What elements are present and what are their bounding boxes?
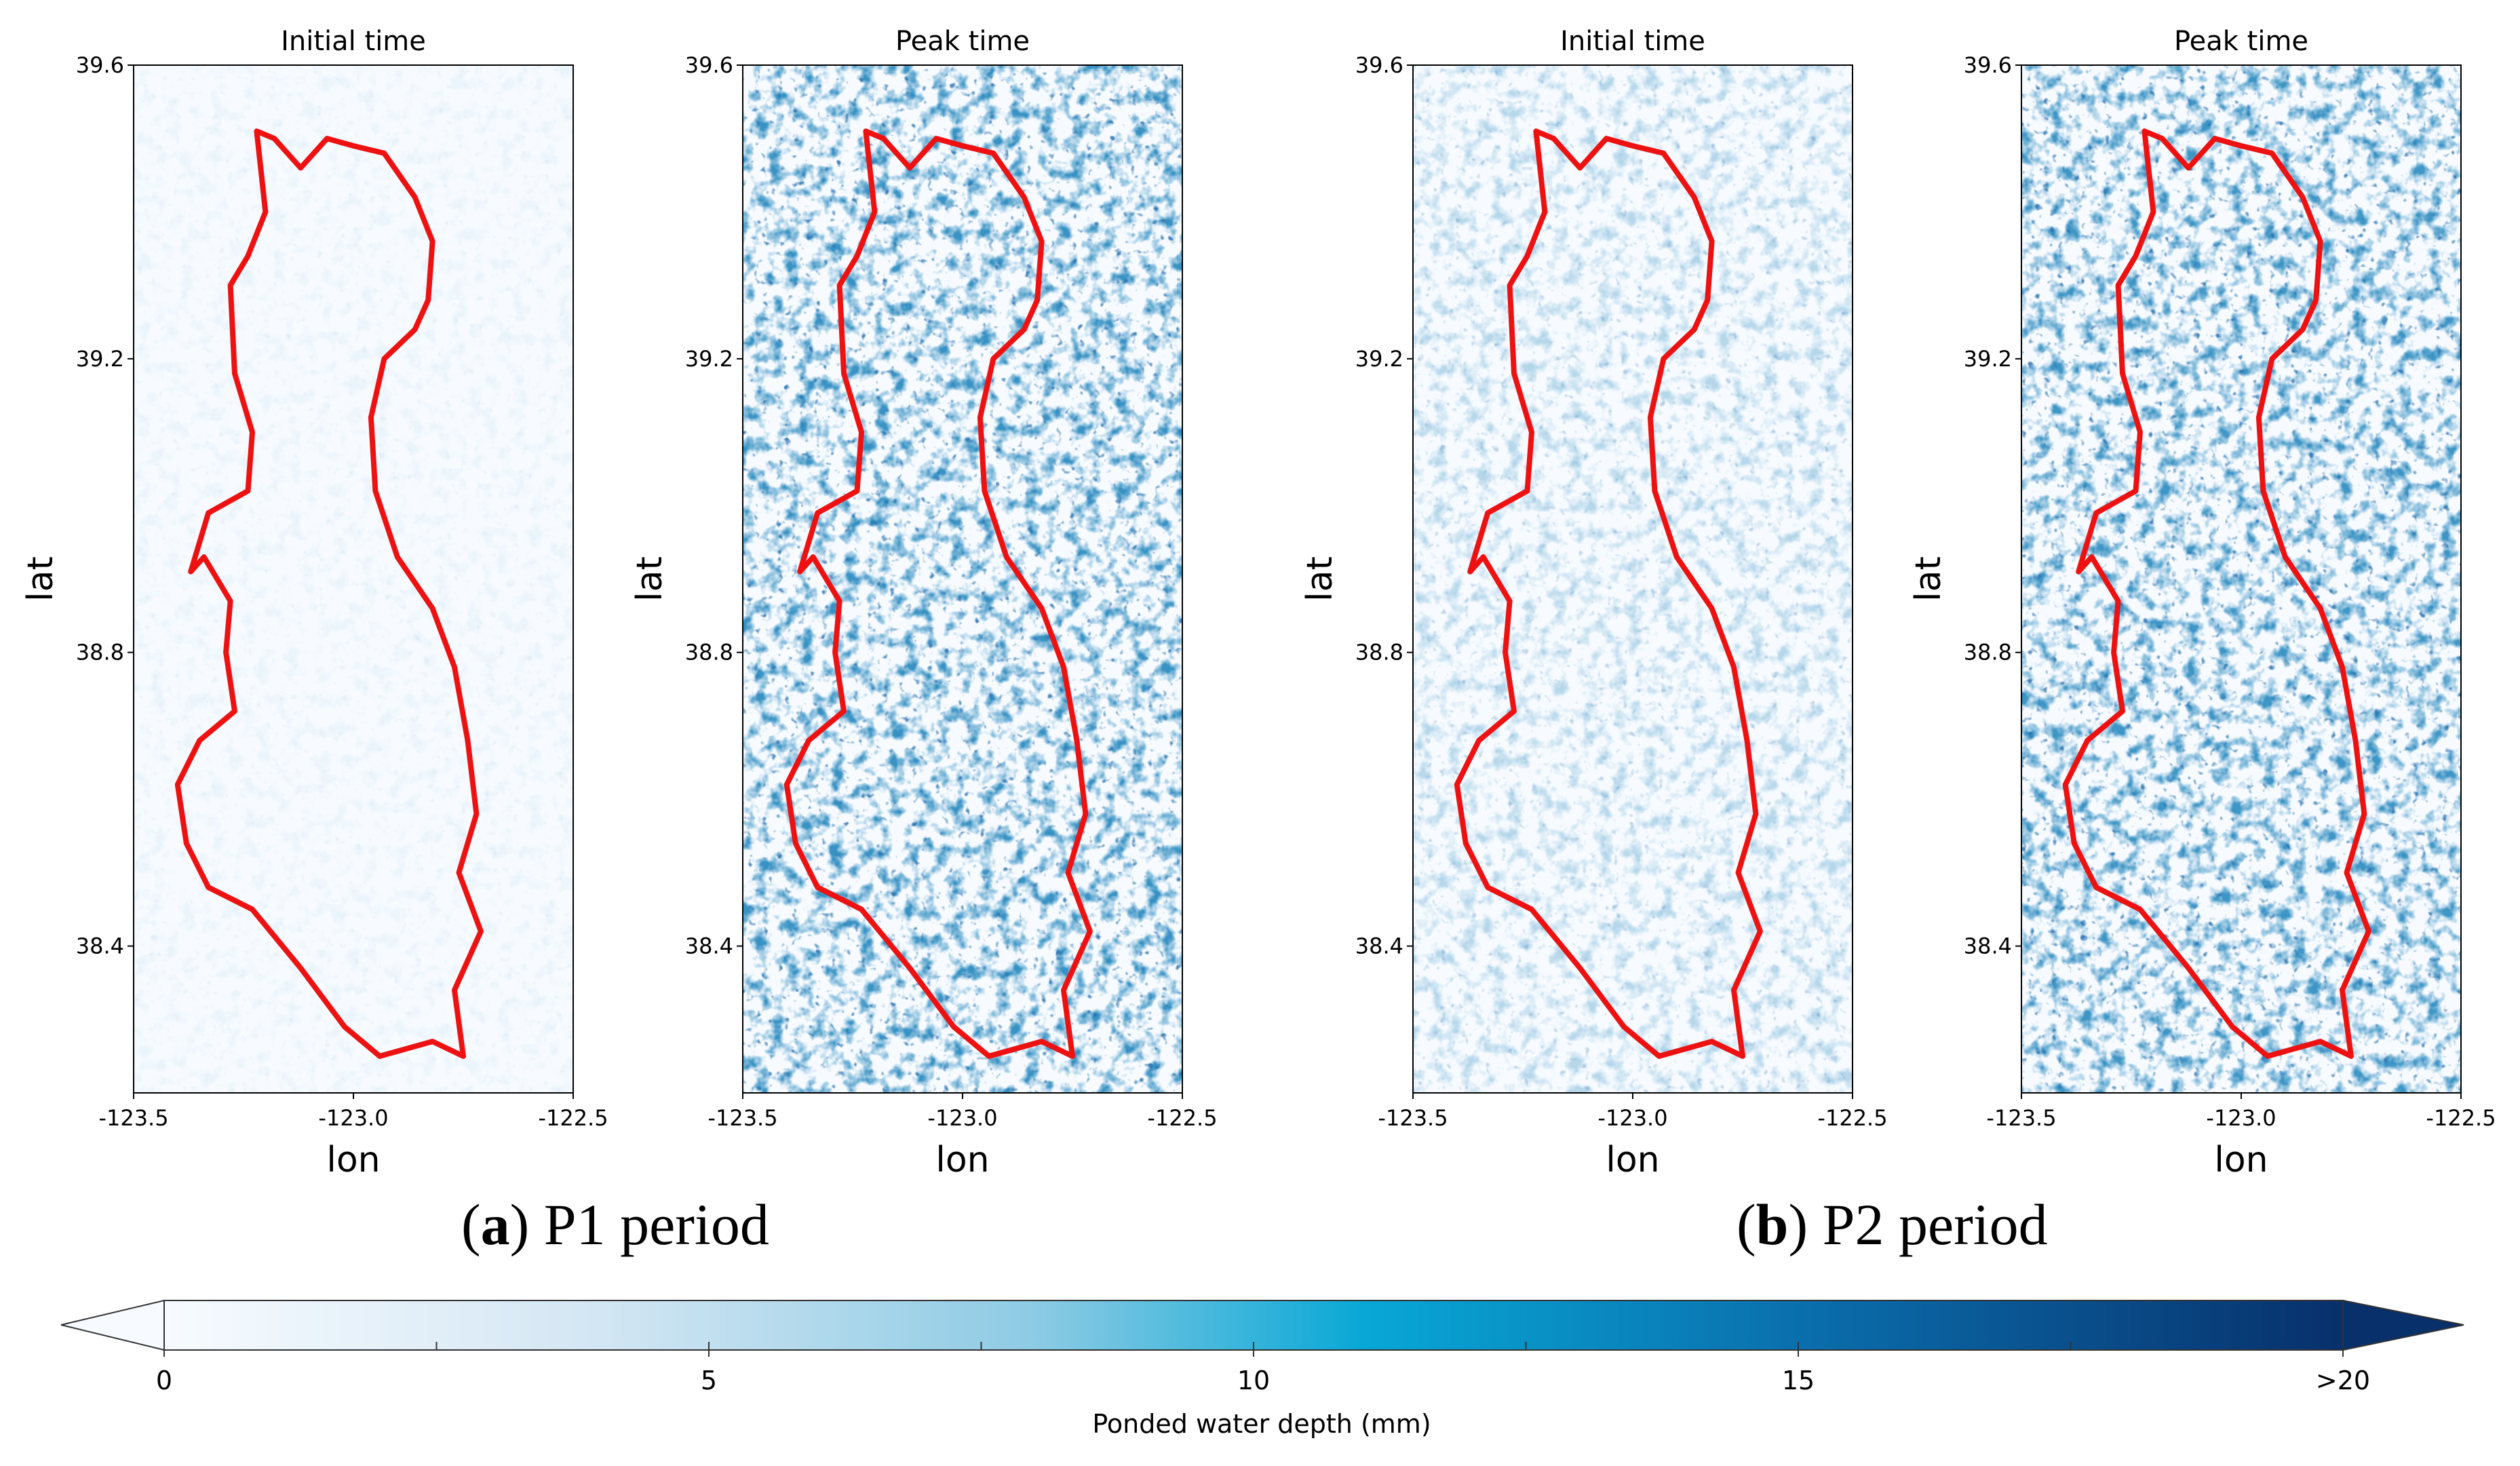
ponding-deep-texture [2021,65,2461,1093]
x-tick-label: -123.5 [98,1105,168,1131]
y-tick-label: 39.6 [1964,52,2012,78]
y-tick-label: 39.6 [1355,52,1403,78]
x-axis-label: lon [2214,1140,2268,1180]
panel-title: Peak time [895,26,1030,57]
y-axis-label: lat [1300,556,1340,602]
panel-title: Peak time [2174,26,2308,57]
colorbar-tick-label: 0 [156,1366,172,1395]
y-axis-label: lat [1908,556,1949,602]
watershed-boundary [783,128,1093,1059]
x-tick-label: -123.0 [2206,1105,2276,1131]
x-tick-label: -123.5 [707,1105,777,1131]
map-panel: Peak time 39.6 39.2 38.8 38.4 -123.5 -123.0 -12… [629,26,1218,1180]
panel-title: Initial time [1560,26,1705,57]
map-panels: Initial time 39.6 39.2 38.8 38.4 -123.5 -123.0… [20,26,2496,1180]
colorbar-tick-label: 10 [1237,1366,1270,1395]
y-tick-label: 39.2 [1964,346,2012,372]
y-tick-label: 39.2 [685,346,733,372]
y-tick-label: 38.4 [1964,933,2012,959]
x-axis-label: lon [935,1140,989,1180]
watershed-boundary [174,128,484,1059]
y-tick-label: 38.4 [685,933,733,959]
watershed-boundary [1454,128,1763,1059]
ponding-deep-texture [1413,65,1853,1093]
x-tick-label: -122.5 [1147,1105,1217,1131]
x-tick-label: -122.5 [2426,1105,2496,1131]
x-tick-label: -123.5 [1986,1105,2056,1131]
caption-a-letter: a [481,1192,510,1257]
caption-b: (b) P2 period [1737,1192,2048,1257]
colorbar: 0 5 10 15 >20 Ponded water depth (mm) [60,1299,2464,1439]
colorbar-label: Ponded water depth (mm) [1092,1409,1431,1439]
caption-a: (a) P1 period [461,1192,769,1257]
map-panel: Initial time 39.6 39.2 38.8 38.4 -123.5 -123.0… [1300,26,1888,1180]
ponding-deep-texture [743,65,1182,1093]
map-panel: Peak time 39.6 39.2 38.8 38.4 -123.5 -123.0 -12… [1908,26,2496,1180]
map-panel: Initial time 39.6 39.2 38.8 38.4 -123.5 -123.0… [20,26,608,1180]
caption-a-text: P1 period [529,1192,769,1257]
y-tick-label: 38.8 [1964,640,2012,666]
caption-b-letter: b [1756,1192,1789,1257]
y-tick-label: 38.8 [76,640,124,666]
y-axis-label: lat [629,556,670,602]
x-tick-label: -123.0 [1597,1105,1667,1131]
y-tick-label: 38.4 [76,933,124,959]
x-tick-label: -123.0 [318,1105,388,1131]
colorbar-tick-label: 15 [1782,1366,1815,1395]
panel-title: Initial time [281,26,426,57]
x-axis-label: lon [326,1140,380,1180]
x-tick-label: -122.5 [538,1105,608,1131]
colorbar-extend-high [2342,1299,2464,1351]
colorbar-tick-label: >20 [2316,1366,2370,1395]
heatmap-area [2021,65,2461,1093]
x-tick-label: -123.5 [1378,1105,1448,1131]
y-axis-label: lat [20,556,61,602]
y-tick-label: 39.6 [685,52,733,78]
heatmap-area [134,65,573,1093]
y-tick-label: 38.8 [1355,640,1403,666]
y-tick-label: 39.2 [1355,346,1403,372]
ponding-deep-texture [134,65,573,1093]
x-tick-label: -123.0 [927,1105,997,1131]
y-tick-label: 39.2 [76,346,124,372]
x-axis-label: lon [1606,1140,1659,1180]
y-tick-label: 38.4 [1355,933,1403,959]
heatmap-area [743,65,1182,1093]
heatmap-area [1413,65,1853,1093]
watershed-boundary [2062,128,2371,1059]
y-tick-label: 39.6 [76,52,124,78]
x-tick-label: -122.5 [1817,1105,1887,1131]
colorbar-extend-low [60,1299,165,1351]
y-tick-label: 38.8 [685,640,733,666]
colorbar-ticks: 0 5 10 15 >20 [156,1342,2370,1395]
colorbar-tick-label: 5 [701,1366,717,1395]
caption-b-text: P2 period [1808,1192,2048,1257]
